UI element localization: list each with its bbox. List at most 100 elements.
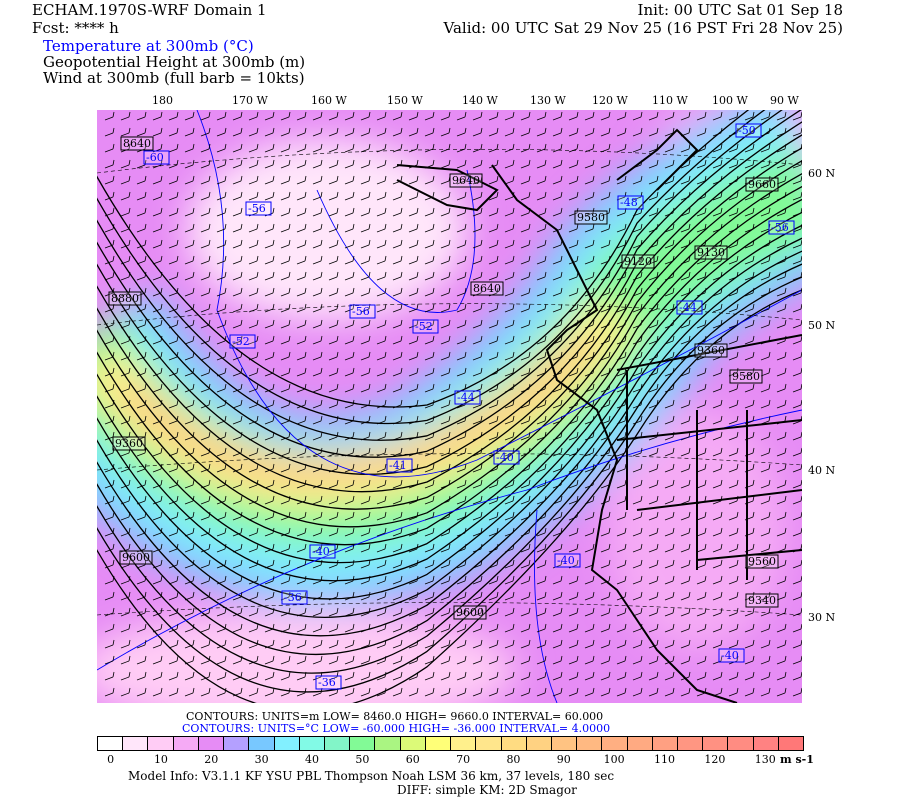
field-wind: Wind at 300mb (full barb = 10kts) xyxy=(43,69,305,87)
temperature-contour-label: -36 xyxy=(281,590,308,605)
latitude-label: 60 N xyxy=(808,167,836,180)
valid-time: Valid: 00 UTC Sat 29 Nov 25 (16 PST Fri … xyxy=(443,19,843,37)
colorbar-swatch xyxy=(551,737,578,750)
latitude-label: 30 N xyxy=(808,611,836,624)
lat-lon-grid xyxy=(97,148,802,616)
svg-text:9360: 9360 xyxy=(115,437,143,450)
weather-map: 8640 9640 9580 9120 9130 8640 8880 9360 9580 9360… xyxy=(97,110,802,703)
colorbar-swatch xyxy=(678,737,704,750)
colorbar-swatch xyxy=(198,737,225,750)
svg-text:9600: 9600 xyxy=(122,551,150,564)
svg-text:9580: 9580 xyxy=(577,211,605,224)
svg-text:9660: 9660 xyxy=(748,178,776,191)
longitude-label: 110 W xyxy=(652,94,688,107)
height-contour-label: 9340 xyxy=(745,593,779,608)
colorbar-swatch xyxy=(526,737,552,750)
svg-text:-56: -56 xyxy=(771,221,789,234)
longitude-label: 170 W xyxy=(232,94,268,107)
svg-text:-40: -40 xyxy=(312,545,330,558)
colorbar-swatch xyxy=(627,737,653,750)
init-time: Init: 00 UTC Sat 01 Sep 18 xyxy=(637,1,843,19)
height-contour-label: 9660 xyxy=(745,177,779,192)
svg-text:8880: 8880 xyxy=(111,292,139,305)
temperature-contour-label: -56 xyxy=(349,304,376,319)
colorbar-tick-label: 10 xyxy=(153,753,168,766)
longitude-label: 140 W xyxy=(462,94,498,107)
temp-contour-info: CONTOURS: UNITS=°C LOW= -60.000 HIGH= -3… xyxy=(182,722,611,735)
svg-text:-44: -44 xyxy=(679,301,697,314)
colorbar-swatch xyxy=(602,737,628,750)
svg-text:9120: 9120 xyxy=(624,255,652,268)
colorbar-tick-label: 0 xyxy=(107,753,115,766)
colorbar-tick-label: 110 xyxy=(654,753,676,766)
temperature-contour-label: -40 xyxy=(309,544,336,559)
latitude-label: 50 N xyxy=(808,319,836,332)
temperature-contour-label: -41 xyxy=(386,458,413,473)
colorbar-tick-label: 120 xyxy=(704,753,726,766)
height-contour-label: 9130 xyxy=(694,245,728,260)
height-contour-info: CONTOURS: UNITS=m LOW= 8460.0 HIGH= 9660… xyxy=(186,710,604,723)
field-height: Geopotential Height at 300mb (m) xyxy=(43,53,306,71)
height-contour-label: 9600 xyxy=(453,605,487,620)
temperature-contour-label: -40 xyxy=(718,648,745,663)
colorbar-swatch xyxy=(299,737,325,750)
plot-title: ECHAM.1970S-WRF Domain 1 xyxy=(32,1,267,19)
height-contours xyxy=(97,110,802,703)
wind-barbs xyxy=(104,111,802,697)
colorbar-swatch xyxy=(778,737,804,750)
colorbar-tick-label: 80 xyxy=(506,753,521,766)
colorbar-tick-label: 100 xyxy=(603,753,625,766)
colorbar-tick-label: 20 xyxy=(204,753,219,766)
svg-text:-40: -40 xyxy=(496,451,514,464)
temperature-contour-label: -44 xyxy=(676,300,703,315)
svg-text:-40: -40 xyxy=(557,554,575,567)
temperature-contour-label: -56 xyxy=(768,220,795,235)
temperature-contour-label: -40 xyxy=(493,450,520,465)
svg-text:-52: -52 xyxy=(232,335,250,348)
temperature-contour-label: -60 xyxy=(143,150,170,165)
longitude-label: 100 W xyxy=(712,94,748,107)
longitude-label: 90 W xyxy=(770,94,799,107)
colorbar-swatch xyxy=(249,737,275,750)
height-contour-label: 9120 xyxy=(621,254,655,269)
colorbar-swatch xyxy=(652,737,679,750)
field-temperature: Temperature at 300mb (°C) xyxy=(43,37,254,55)
height-contour-label: 8640 xyxy=(470,281,504,296)
height-contour-label: 9580 xyxy=(574,210,608,225)
colorbar-swatch xyxy=(476,737,502,750)
svg-text:-48: -48 xyxy=(620,196,638,209)
svg-text:-60: -60 xyxy=(146,151,164,164)
svg-text:8640: 8640 xyxy=(473,282,501,295)
temperature-contour-label: -50 xyxy=(735,123,762,138)
longitude-label: 120 W xyxy=(592,94,628,107)
colorbar xyxy=(97,736,804,751)
colorbar-swatch xyxy=(173,737,199,750)
temperature-contour-label: -36 xyxy=(315,675,342,690)
height-contour-label: 9360 xyxy=(112,436,146,451)
colorbar-swatch xyxy=(577,737,603,750)
svg-text:9360: 9360 xyxy=(697,344,725,357)
longitude-label: 150 W xyxy=(387,94,423,107)
colorbar-swatch xyxy=(123,737,149,750)
temperature-contour-label: -56 xyxy=(245,201,272,216)
svg-text:8640: 8640 xyxy=(123,137,151,150)
svg-text:-40: -40 xyxy=(721,649,739,662)
height-contour-label: 9580 xyxy=(729,369,763,384)
svg-text:-52: -52 xyxy=(415,320,433,333)
temperature-contour-label: -52 xyxy=(412,319,439,334)
svg-text:-56: -56 xyxy=(248,202,266,215)
svg-text:-44: -44 xyxy=(457,391,475,404)
colorbar-swatch xyxy=(728,737,754,750)
svg-text:-41: -41 xyxy=(389,459,407,472)
height-contour-label: 9640 xyxy=(449,173,483,188)
colorbar-tick-label: 70 xyxy=(456,753,471,766)
colorbar-swatch xyxy=(350,737,376,750)
colorbar-tick-label: 60 xyxy=(405,753,420,766)
colorbar-swatch xyxy=(375,737,401,750)
height-contour-label: 9560 xyxy=(745,554,779,569)
colorbar-swatch xyxy=(501,737,527,750)
colorbar-units: m s-1 xyxy=(780,753,814,766)
diff-info: DIFF: simple KM: 2D Smagor xyxy=(397,783,577,797)
svg-text:9130: 9130 xyxy=(697,246,725,259)
latitude-label: 40 N xyxy=(808,464,836,477)
